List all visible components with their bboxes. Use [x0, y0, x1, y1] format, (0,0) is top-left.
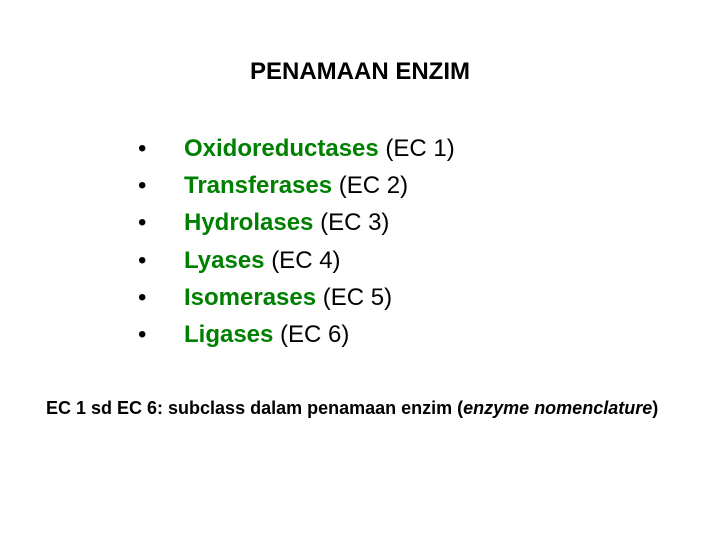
bullet-icon: •	[138, 167, 184, 204]
list-item: • Lyases (EC 4)	[138, 242, 455, 279]
list-item-text: Transferases (EC 2)	[184, 167, 408, 204]
enzyme-name: Oxidoreductases	[184, 135, 385, 162]
list-item: • Transferases (EC 2)	[138, 167, 455, 204]
bullet-icon: •	[138, 242, 184, 279]
enzyme-name: Lyases	[184, 247, 271, 274]
enzyme-code: (EC 4)	[271, 247, 340, 274]
enzyme-name: Isomerases	[184, 284, 323, 311]
list-item-text: Isomerases (EC 5)	[184, 279, 392, 316]
enzyme-code: (EC 5)	[323, 284, 392, 311]
enzyme-name: Hydrolases	[184, 209, 320, 236]
bullet-icon: •	[138, 316, 184, 353]
footer-note: EC 1 sd EC 6: subclass dalam penamaan en…	[46, 398, 658, 419]
slide-title: PENAMAAN ENZIM	[0, 58, 720, 86]
list-item: • Oxidoreductases (EC 1)	[138, 130, 455, 167]
enzyme-name: Ligases	[184, 321, 280, 348]
list-item: • Hydrolases (EC 3)	[138, 204, 455, 241]
enzyme-code: (EC 6)	[280, 321, 349, 348]
enzyme-code: (EC 2)	[339, 172, 408, 199]
list-item-text: Lyases (EC 4)	[184, 242, 341, 279]
enzyme-list: • Oxidoreductases (EC 1) • Transferases …	[138, 130, 455, 353]
enzyme-name: Transferases	[184, 172, 339, 199]
bullet-icon: •	[138, 279, 184, 316]
list-item: • Ligases (EC 6)	[138, 316, 455, 353]
footer-italic: enzyme nomenclature	[463, 398, 652, 418]
footer-suffix: )	[652, 398, 658, 418]
footer-prefix: EC 1 sd EC 6: subclass dalam penamaan en…	[46, 398, 463, 418]
bullet-icon: •	[138, 204, 184, 241]
title-text: PENAMAAN ENZIM	[250, 58, 470, 85]
list-item: • Isomerases (EC 5)	[138, 279, 455, 316]
enzyme-code: (EC 3)	[320, 209, 389, 236]
list-item-text: Ligases (EC 6)	[184, 316, 349, 353]
enzyme-code: (EC 1)	[385, 135, 454, 162]
list-item-text: Oxidoreductases (EC 1)	[184, 130, 455, 167]
list-item-text: Hydrolases (EC 3)	[184, 204, 389, 241]
bullet-icon: •	[138, 130, 184, 167]
